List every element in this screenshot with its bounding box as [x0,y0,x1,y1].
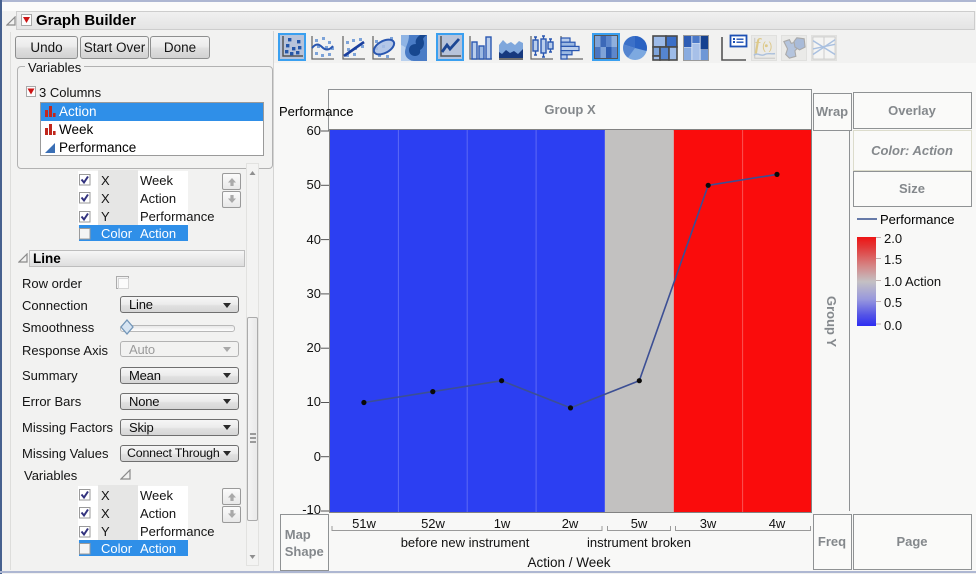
svg-text:): ) [769,40,773,52]
svg-text:f: f [755,35,762,54]
svg-text:(: ( [762,40,766,52]
